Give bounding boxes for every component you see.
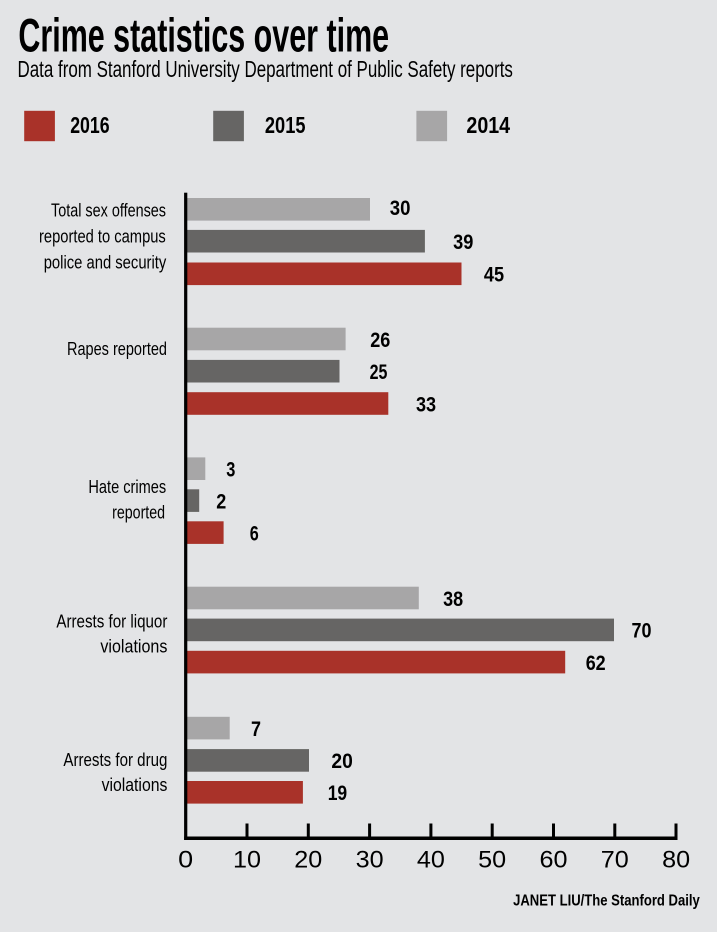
svg-text:33: 33 <box>416 392 436 416</box>
svg-text:38: 38 <box>443 587 463 611</box>
svg-text:Arrests for drug: Arrests for drug <box>63 750 167 770</box>
svg-text:50: 50 <box>478 847 506 874</box>
svg-text:25: 25 <box>370 360 388 384</box>
svg-text:80: 80 <box>662 847 690 874</box>
svg-text:70: 70 <box>601 847 629 874</box>
svg-text:40: 40 <box>417 847 445 874</box>
svg-text:26: 26 <box>370 328 390 352</box>
svg-text:45: 45 <box>484 263 504 287</box>
svg-text:20: 20 <box>294 847 322 874</box>
svg-text:62: 62 <box>586 651 606 675</box>
svg-text:Data from Stanford University: Data from Stanford University Department… <box>18 56 513 82</box>
svg-text:Hate crimes: Hate crimes <box>88 477 166 497</box>
svg-text:Total sex offenses: Total sex offenses <box>51 200 166 220</box>
svg-text:violations: violations <box>100 637 167 657</box>
svg-text:0: 0 <box>178 847 193 874</box>
svg-text:JANET LIU/The Stanford Daily: JANET LIU/The Stanford Daily <box>513 893 700 910</box>
svg-text:10: 10 <box>233 847 261 874</box>
svg-text:reported to campus: reported to campus <box>39 226 166 246</box>
svg-text:6: 6 <box>250 521 259 545</box>
svg-text:2: 2 <box>216 489 226 513</box>
svg-text:2014: 2014 <box>466 112 510 138</box>
svg-text:violations: violations <box>102 775 168 795</box>
svg-text:19: 19 <box>328 781 348 805</box>
svg-text:20: 20 <box>331 749 352 773</box>
svg-text:police and security: police and security <box>44 252 167 272</box>
svg-text:30: 30 <box>356 847 384 874</box>
svg-text:reported: reported <box>112 503 165 523</box>
svg-text:2015: 2015 <box>265 112 306 138</box>
svg-text:7: 7 <box>251 717 261 741</box>
svg-text:Crime statistics over time: Crime statistics over time <box>18 8 389 61</box>
svg-text:Arrests for liquor: Arrests for liquor <box>56 611 167 631</box>
svg-text:70: 70 <box>632 619 652 643</box>
svg-text:30: 30 <box>390 196 411 220</box>
svg-text:2016: 2016 <box>70 112 109 138</box>
svg-text:Rapes reported: Rapes reported <box>67 339 167 359</box>
svg-text:60: 60 <box>540 847 568 874</box>
svg-text:3: 3 <box>226 458 235 482</box>
svg-text:39: 39 <box>453 230 473 254</box>
